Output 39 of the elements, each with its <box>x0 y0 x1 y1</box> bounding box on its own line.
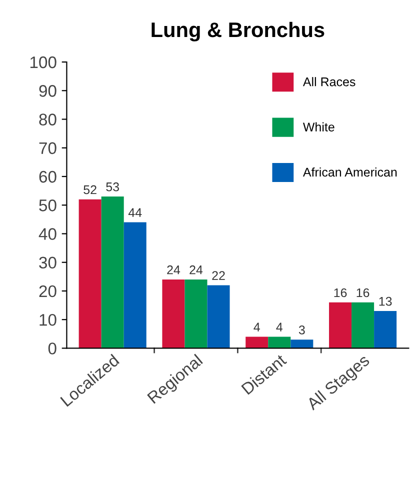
legend-label: White <box>302 122 334 132</box>
bar <box>290 340 314 348</box>
data-label: 13 <box>379 296 392 306</box>
bar <box>246 336 268 348</box>
y-tick-label: 100 <box>30 56 56 68</box>
legend-label: All Races <box>302 77 356 86</box>
legend-label: African American <box>302 167 397 177</box>
bar <box>268 336 291 348</box>
bar <box>124 222 146 348</box>
data-label: 22 <box>212 271 225 280</box>
y-tick-label: 10 <box>40 314 56 326</box>
y-tick-label: 70 <box>39 142 56 154</box>
bar <box>329 302 352 348</box>
y-tick-label: 80 <box>39 114 56 126</box>
bar <box>78 199 102 348</box>
data-label: 24 <box>167 265 180 274</box>
y-tick-label: 0 <box>48 342 56 354</box>
data-label: 52 <box>84 185 96 194</box>
bar <box>184 280 208 348</box>
y-tick-label: 60 <box>39 170 56 183</box>
data-label: 44 <box>128 208 142 217</box>
data-label: 4 <box>254 322 260 332</box>
y-tick-label: 90 <box>39 85 56 97</box>
y-tick-label: 20 <box>39 285 56 298</box>
bar <box>162 280 185 348</box>
bar <box>207 285 230 348</box>
data-label: 16 <box>334 288 347 298</box>
chart-title: Lung & Bronchus <box>152 22 324 42</box>
data-label: 3 <box>298 326 305 334</box>
bar <box>101 196 124 348</box>
data-label: 16 <box>356 288 370 298</box>
y-tick-label: 40 <box>38 228 56 240</box>
data-label: 4 <box>276 322 282 332</box>
y-tick-label: 50 <box>39 200 56 212</box>
bar <box>374 311 397 348</box>
data-label: 53 <box>106 182 119 192</box>
y-tick-label: 30 <box>39 256 56 269</box>
data-label: 24 <box>190 265 203 274</box>
bar <box>352 302 374 348</box>
